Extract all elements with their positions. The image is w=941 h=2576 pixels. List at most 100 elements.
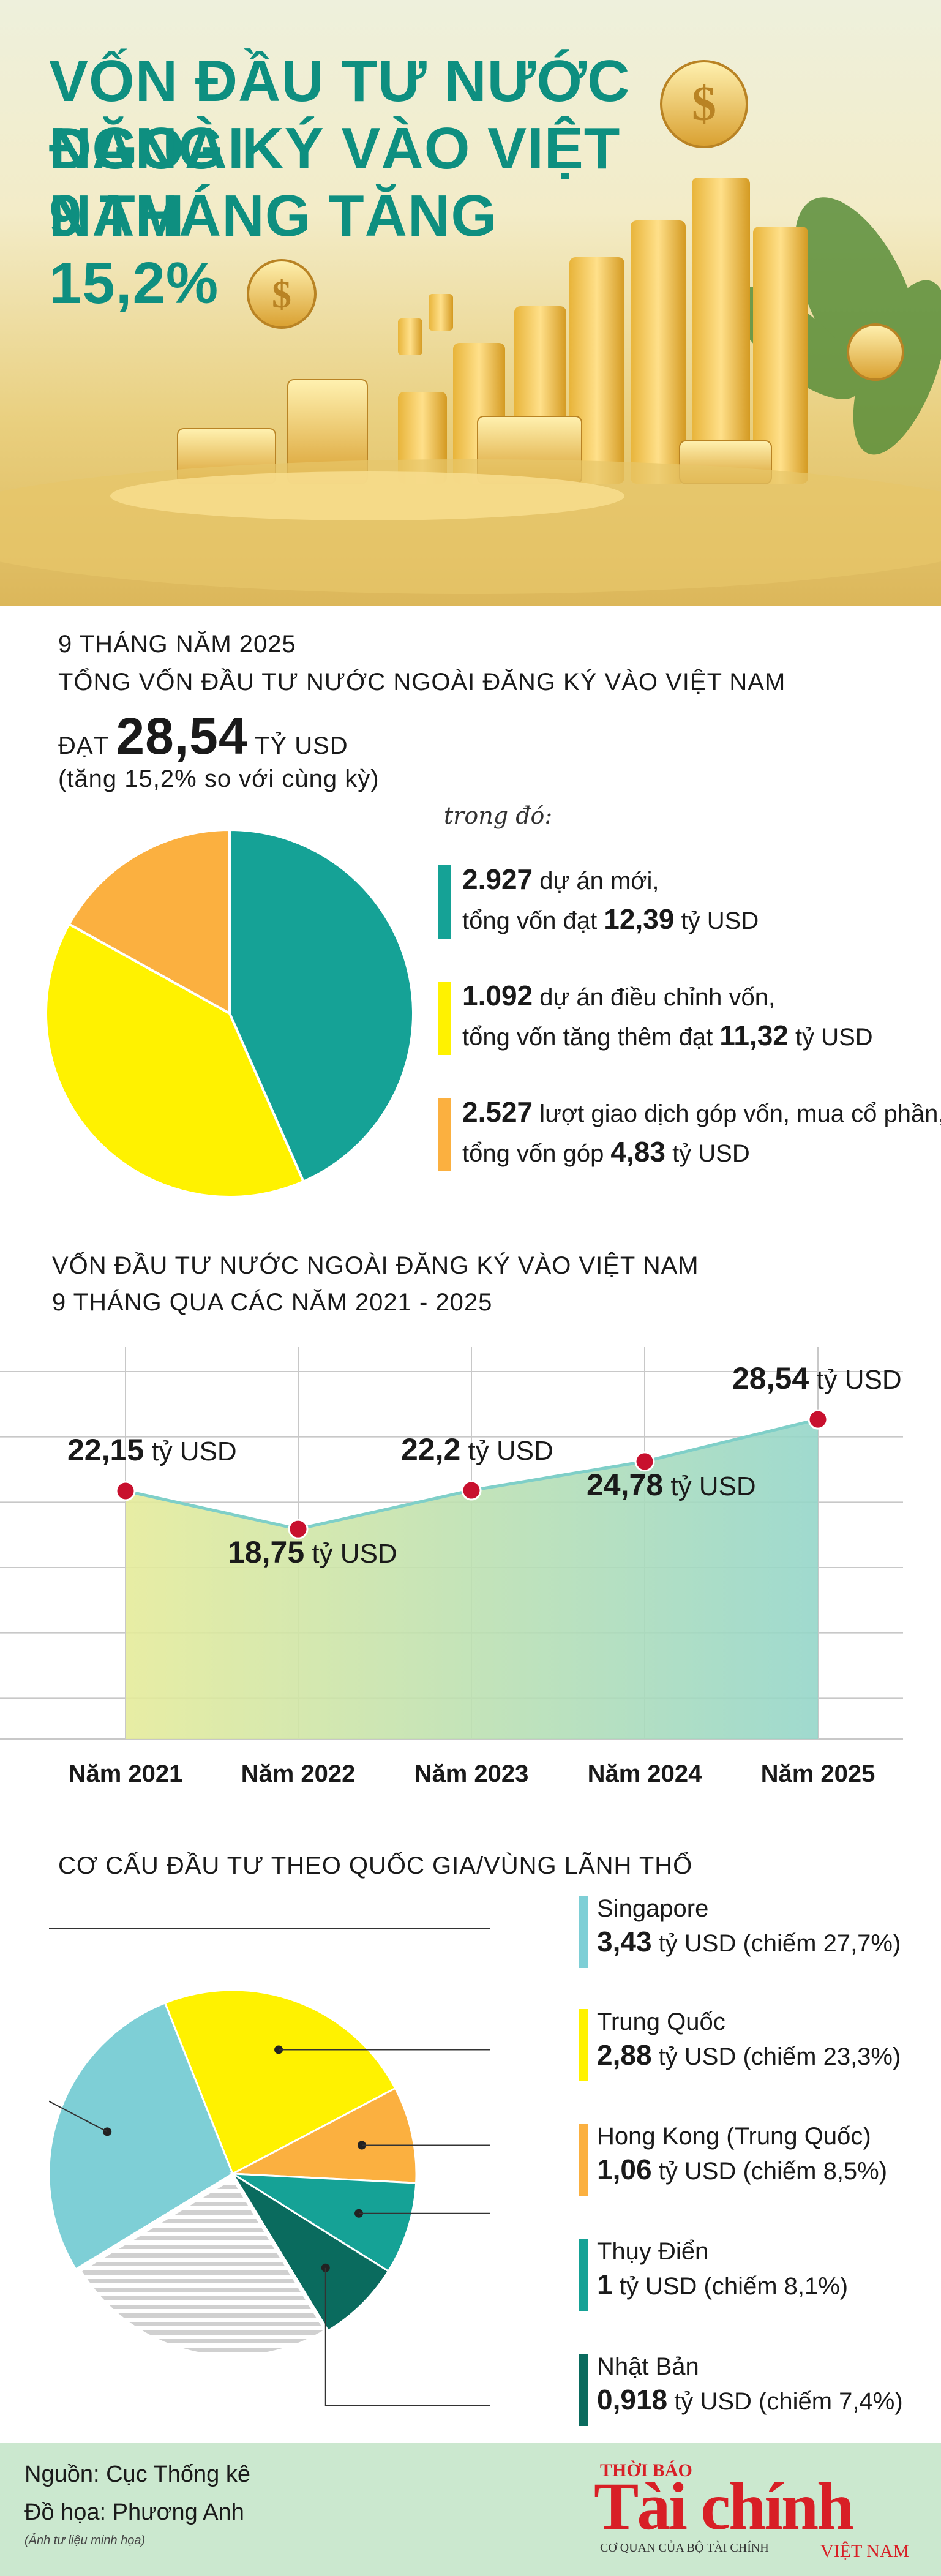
country-legend-item: Nhật Bản 0,918 tỷ USD (chiếm 7,4%) xyxy=(579,2350,934,2430)
legend-swatch xyxy=(579,2239,588,2311)
pie-slice-sweden xyxy=(229,2172,418,2273)
source-credit: Nguồn: Cục Thống kê xyxy=(24,2461,250,2487)
item-value-prefix: tổng vốn đạt xyxy=(462,907,604,934)
image-note: (Ảnh tư liệu minh họa) xyxy=(24,2534,146,2547)
pie-slice-china xyxy=(163,1989,397,2176)
country-value: 1 xyxy=(597,2269,613,2300)
item-value: 12,39 xyxy=(604,903,675,935)
country-share: (chiếm 8,5%) xyxy=(736,2158,888,2185)
data-point xyxy=(115,1481,136,1501)
item-count: 1.092 xyxy=(462,980,533,1012)
country-share: (chiếm 23,3%) xyxy=(736,2043,901,2070)
legend-swatch xyxy=(438,865,451,939)
data-label: 18,75 tỷ USD xyxy=(228,1535,397,1569)
page-title-line-1: VỐN ĐẦU TƯ NƯỚC NGOÀI xyxy=(49,48,631,181)
data-point xyxy=(461,1480,482,1501)
pie-slice-japan xyxy=(231,2172,390,2332)
data-label: 22,15 tỷ USD xyxy=(67,1433,237,1467)
x-tick-label: Năm 2021 xyxy=(69,1760,183,1787)
country-name: Singapore xyxy=(597,1895,709,1922)
item-count: 2.927 xyxy=(462,863,533,895)
country-share: (chiếm 8,1%) xyxy=(697,2273,849,2300)
leader-line xyxy=(279,2049,490,2051)
x-tick-label: Năm 2023 xyxy=(414,1760,529,1787)
dollar-coin-icon xyxy=(247,60,904,381)
logo-tagline: CƠ QUAN CỦA BỘ TÀI CHÍNH xyxy=(600,2541,769,2555)
logo-main: Tài chính xyxy=(594,2469,854,2544)
x-tick-label: Năm 2025 xyxy=(761,1760,875,1787)
item-label: dự án mới, xyxy=(533,868,659,895)
x-tick-label: Năm 2024 xyxy=(588,1760,703,1787)
growth-note: (tăng 15,2% so với cùng kỳ) xyxy=(58,765,380,792)
country-value: 1,06 xyxy=(597,2154,652,2185)
item-unit: tỷ USD xyxy=(674,907,759,934)
country-name: Thụy Điển xyxy=(597,2238,709,2265)
country-legend-item: Hong Kong (Trung Quốc) 1,06 tỷ USD (chiếm… xyxy=(579,2120,934,2199)
legend-swatch xyxy=(438,982,451,1055)
item-label: dự án điều chỉnh vốn, xyxy=(533,984,776,1011)
page-title-line-3: 9 THÁNG TĂNG 15,2% xyxy=(49,183,497,316)
item-value-prefix: tổng vốn góp xyxy=(462,1140,611,1167)
country-value: 3,43 xyxy=(597,1926,652,1958)
investment-type-pie xyxy=(45,828,414,1198)
total-value: 28,54 xyxy=(116,707,248,765)
country-value: 2,88 xyxy=(597,2039,652,2071)
data-label: 24,78 tỷ USD xyxy=(587,1468,756,1502)
hero-banner: $ $ VỐN ĐẦU TƯ NƯỚC NGOÀI ĐĂNG KÝ VÀO VI… xyxy=(0,0,941,606)
area-fill xyxy=(126,1419,818,1739)
pie-slice-3 xyxy=(67,828,231,1016)
footer: Nguồn: Cục Thống kê Đồ họa: Phương Anh (… xyxy=(0,2443,941,2576)
summary-period: 9 THÁNG NĂM 2025 xyxy=(58,631,296,658)
country-chart-title: CƠ CẤU ĐẦU TƯ THEO QUỐC GIA/VÙNG LÃNH TH… xyxy=(58,1852,693,1879)
summary-heading: TỔNG VỐN ĐẦU TƯ NƯỚC NGOÀI ĐĂNG KÝ VÀO V… xyxy=(58,669,786,696)
country-legend-item: Singapore 3,43 tỷ USD (chiếm 27,7%) xyxy=(579,1892,934,1972)
country-unit: tỷ USD xyxy=(651,2043,737,2070)
reach-label: ĐẠT xyxy=(58,732,109,759)
leader-dot xyxy=(103,2127,112,2136)
item-value: 11,32 xyxy=(719,1020,789,1051)
country-share-pie xyxy=(49,1928,490,2406)
country-share: (chiếm 7,4%) xyxy=(751,2388,903,2415)
gold-bars xyxy=(398,178,808,484)
item-unit: tỷ USD xyxy=(788,1024,873,1051)
country-legend-item: Thụy Điển 1 tỷ USD (chiếm 8,1%) xyxy=(579,2235,934,2315)
design-credit: Đồ họa: Phương Anh xyxy=(24,2499,244,2525)
line-chart-title: VỐN ĐẦU TƯ NƯỚC NGOÀI ĐĂNG KÝ VÀO VIỆT N… xyxy=(52,1252,699,1279)
legend-swatch xyxy=(579,2354,588,2426)
data-point xyxy=(808,1409,828,1430)
leader-line xyxy=(359,2212,490,2214)
leader-line xyxy=(324,2267,490,2406)
summary-total: ĐẠT 28,54 TỶ USD xyxy=(58,710,348,772)
pie-slice-other xyxy=(80,2177,326,2357)
logo-top: THỜI BÁO xyxy=(600,2460,692,2480)
item-value-prefix: tổng vốn tăng thêm đạt xyxy=(462,1024,720,1051)
line-chart-subtitle: 9 THÁNG QUA CÁC NĂM 2021 - 2025 xyxy=(52,1289,493,1316)
logo-sub: VIỆT NAM xyxy=(820,2541,910,2561)
publisher-logo: THỜI BÁO Tài chính CƠ QUAN CỦA BỘ TÀI CH… xyxy=(594,2460,931,2570)
pie-slice-singapore xyxy=(49,2002,234,2271)
item-label: lượt giao dịch góp vốn, mua cổ phần, xyxy=(533,1100,941,1127)
data-point xyxy=(288,1519,309,1539)
item-value: 4,83 xyxy=(610,1136,665,1168)
pie-slice-hong-kong xyxy=(229,2087,418,2184)
legend-swatch xyxy=(579,2009,588,2081)
country-unit: tỷ USD xyxy=(651,2158,737,2185)
svg-text:$: $ xyxy=(692,77,716,131)
pie-slice-1 xyxy=(228,828,414,1184)
data-point xyxy=(634,1451,655,1472)
item-unit: tỷ USD xyxy=(665,1140,750,1167)
total-unit: TỶ USD xyxy=(255,732,348,759)
item-count: 2.527 xyxy=(462,1096,533,1128)
legend-swatch xyxy=(579,1896,588,1968)
breakdown-label: trong đó: xyxy=(444,802,553,829)
leader-line xyxy=(49,1928,490,2133)
country-name: Nhật Bản xyxy=(597,2353,699,2380)
country-name: Trung Quốc xyxy=(597,2008,725,2035)
country-legend-item: Trung Quốc 2,88 tỷ USD (chiếm 23,3%) xyxy=(579,2005,934,2085)
country-value: 0,918 xyxy=(597,2384,668,2416)
svg-text:$: $ xyxy=(272,272,291,316)
legend-swatch xyxy=(579,2124,588,2196)
page-title-line-2: ĐĂNG KÝ VÀO VIỆT NAM xyxy=(49,116,621,249)
legend-swatch xyxy=(438,1098,451,1171)
country-legend: Singapore 3,43 tỷ USD (chiếm 27,7%) Trung … xyxy=(579,1892,934,2443)
